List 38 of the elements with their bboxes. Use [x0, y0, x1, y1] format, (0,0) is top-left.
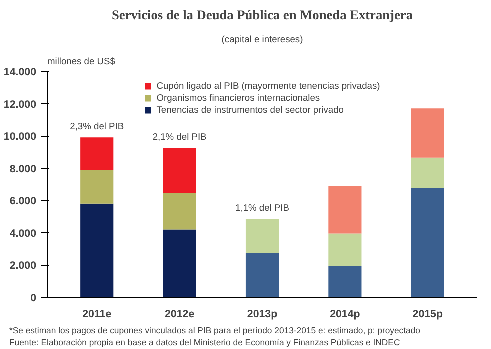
bar	[80, 204, 114, 298]
y-tick-label: 14.000	[4, 66, 37, 78]
bar	[411, 158, 444, 189]
x-tick-label: 2012e	[164, 308, 195, 320]
legend-label: Organismos financieros internacionales	[156, 93, 320, 103]
annotation: 1,1% del PIB	[236, 203, 290, 214]
y-tick-label: 0	[30, 292, 37, 304]
bar	[411, 188, 444, 298]
y-axis-title: millones de US$	[48, 56, 116, 66]
y-tick-label: 8.000	[10, 163, 37, 176]
y-tick-label: 10.000	[4, 131, 37, 144]
bar	[411, 108, 444, 158]
bar	[80, 138, 114, 170]
bar	[80, 170, 114, 204]
x-tick-label: 2014p	[330, 308, 361, 320]
y-tick-label: 12.000	[4, 98, 37, 111]
annotation: 2,3% del PIB	[70, 122, 124, 132]
x-tick-label: 2013p	[247, 308, 278, 320]
chart-title: Servicios de la Deuda Pública en Moneda Extranjera	[112, 8, 414, 22]
bar	[163, 148, 196, 194]
bar	[246, 253, 280, 298]
x-tick-label: 2015p	[412, 308, 444, 320]
legend-label: Tenencias de instrumentos del sector privado	[156, 105, 344, 115]
bar	[163, 193, 196, 230]
bar	[328, 266, 362, 298]
annotation: 2,1% del PIB	[152, 132, 207, 142]
y-tick-label: 6.000	[10, 196, 37, 208]
legend-label: Cupón ligado al PIB (mayormente tenencias privadas)	[156, 81, 380, 91]
y-tick-label: 2.000	[10, 260, 37, 272]
bar	[163, 230, 196, 298]
bar	[328, 234, 362, 266]
bar	[328, 186, 362, 234]
chart-subtitle: (capital e intereses)	[222, 34, 304, 44]
source-note: Fuente: Elaboración propia en base a datos del Ministerio de Economía y Finanzas Públicas e INDEC	[10, 338, 400, 348]
text: *Se estiman los pagos de cupones vinculados al PIB para el período 2013-2015 e: estimado, p: proyectado	[10, 326, 421, 336]
bar	[246, 219, 280, 254]
x-tick-label: 2011e	[82, 308, 112, 320]
y-tick-label: 4.000	[10, 228, 37, 240]
